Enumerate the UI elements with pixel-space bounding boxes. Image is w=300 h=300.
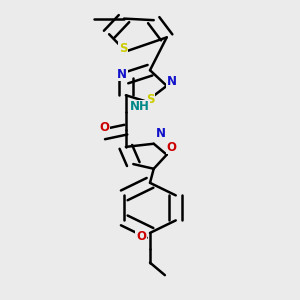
Text: O: O xyxy=(167,140,177,154)
Text: NH: NH xyxy=(130,100,149,113)
Text: O: O xyxy=(136,230,146,243)
Text: N: N xyxy=(117,68,128,81)
Text: O: O xyxy=(100,121,110,134)
Text: N: N xyxy=(156,127,166,140)
Text: S: S xyxy=(119,42,128,56)
Text: N: N xyxy=(167,75,177,88)
Text: S: S xyxy=(146,93,154,106)
